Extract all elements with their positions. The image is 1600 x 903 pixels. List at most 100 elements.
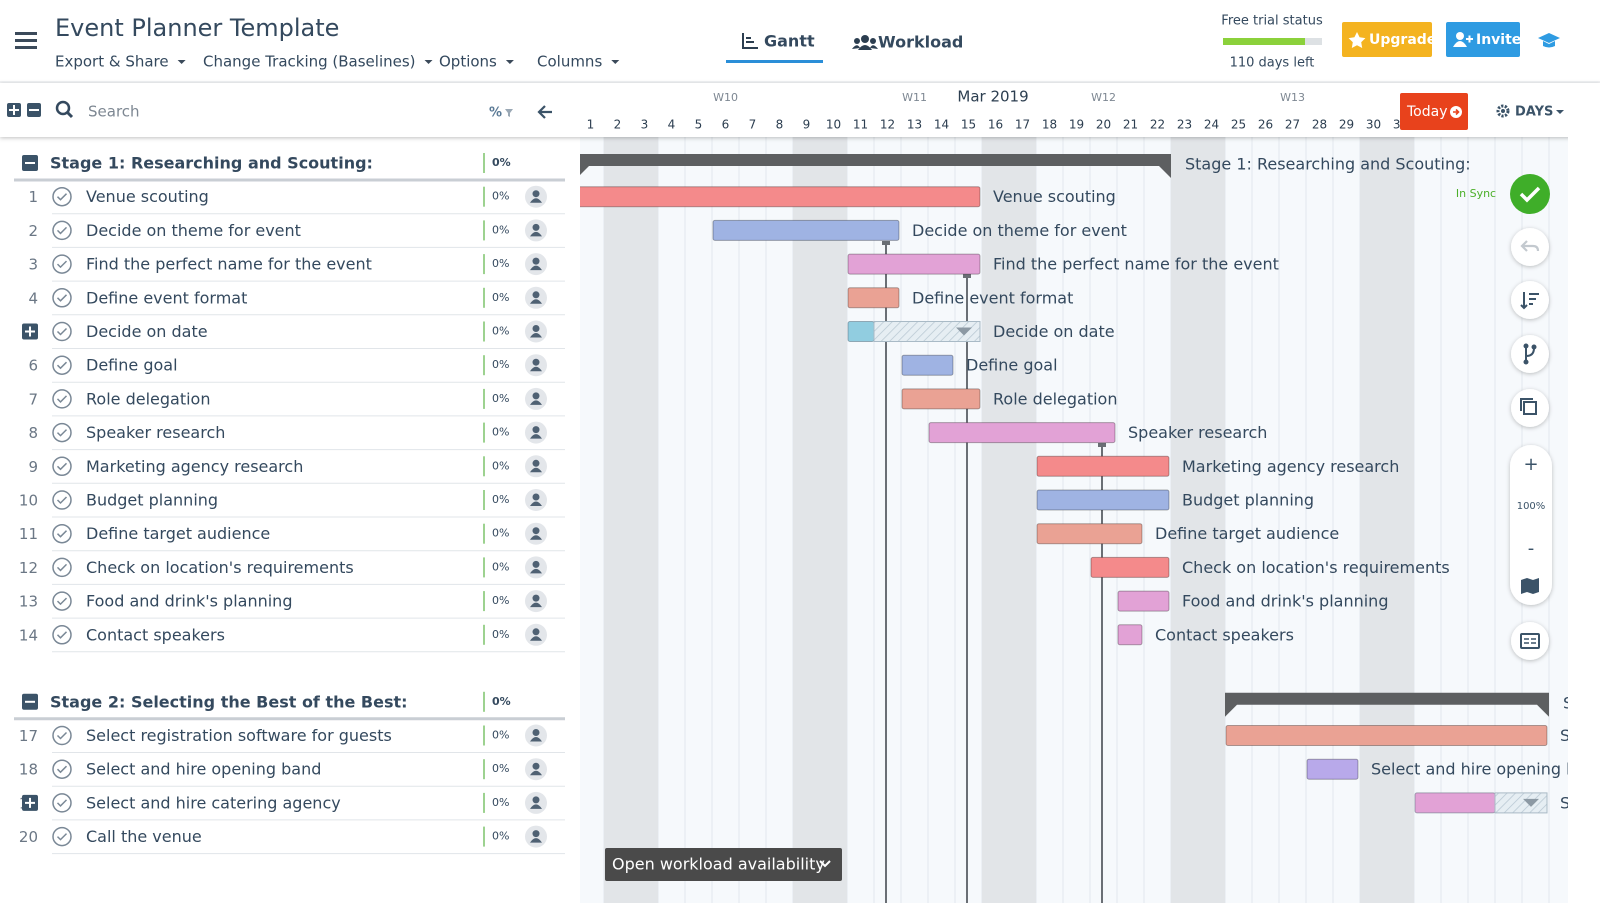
task-name[interactable]: Food and drink's planning bbox=[86, 592, 292, 611]
caret bbox=[424, 60, 433, 64]
toolbar bbox=[0, 83, 1600, 137]
percent-filter[interactable]: % bbox=[489, 106, 502, 121]
assignee-body bbox=[530, 265, 542, 271]
task-name[interactable]: Contact speakers bbox=[86, 625, 225, 644]
complete-toggle[interactable] bbox=[52, 523, 72, 544]
task-name[interactable]: Select and hire catering agency bbox=[86, 793, 341, 812]
day-label: 8 bbox=[776, 118, 784, 132]
menu[interactable]: Export & Share bbox=[55, 53, 169, 71]
task-progress: 0% bbox=[492, 459, 509, 472]
top-bar bbox=[0, 0, 1600, 82]
task-name[interactable]: Define target audience bbox=[86, 524, 270, 543]
day-label: 11 bbox=[853, 118, 868, 132]
copy-button[interactable] bbox=[1511, 389, 1549, 427]
bar-label: Speaker research bbox=[1128, 423, 1267, 442]
complete-toggle[interactable] bbox=[52, 186, 72, 207]
menu[interactable]: Options bbox=[439, 53, 497, 71]
task-name[interactable]: Venue scouting bbox=[86, 187, 209, 206]
task-name[interactable]: Check on location's requirements bbox=[86, 558, 354, 577]
assignee-head bbox=[532, 257, 540, 265]
zoom-level: 100% bbox=[1517, 501, 1546, 512]
task-name[interactable]: Decide on theme for event bbox=[86, 221, 301, 240]
weekend-column bbox=[1198, 137, 1225, 903]
branch-button[interactable] bbox=[1511, 335, 1549, 373]
workload-button[interactable] bbox=[605, 848, 842, 881]
day-label: 28 bbox=[1312, 118, 1327, 132]
task-name[interactable]: Select registration software for guests bbox=[86, 726, 392, 745]
task-name[interactable]: Define goal bbox=[86, 356, 178, 375]
complete-toggle[interactable] bbox=[52, 220, 72, 241]
task-bar bbox=[580, 186, 981, 208]
summary-bar bbox=[580, 154, 1171, 178]
task-name[interactable]: Role delegation bbox=[86, 389, 210, 408]
invite-button[interactable] bbox=[1446, 22, 1520, 57]
task-name[interactable]: Call the venue bbox=[86, 827, 202, 846]
menu[interactable]: Columns bbox=[537, 53, 602, 71]
complete-toggle[interactable] bbox=[52, 557, 72, 578]
complete-toggle[interactable] bbox=[52, 288, 72, 308]
complete-toggle[interactable] bbox=[52, 591, 72, 611]
assignee-head bbox=[532, 762, 540, 770]
assignee-head bbox=[532, 527, 540, 535]
learn-icon[interactable] bbox=[1538, 33, 1560, 48]
complete-toggle[interactable] bbox=[52, 725, 72, 746]
task-progress: 0% bbox=[492, 560, 509, 573]
task-name[interactable]: Decide on date bbox=[86, 322, 208, 341]
upgrade-button[interactable] bbox=[1342, 22, 1432, 57]
complete-toggle[interactable] bbox=[52, 355, 72, 375]
check bbox=[56, 833, 68, 841]
zoom-out[interactable]: - bbox=[1528, 538, 1535, 559]
complete-toggle[interactable] bbox=[52, 422, 72, 443]
notes-button[interactable] bbox=[1511, 622, 1549, 660]
scroll-area bbox=[1568, 137, 1600, 903]
complete-toggle[interactable] bbox=[52, 759, 72, 779]
task-name[interactable]: Speaker research bbox=[86, 423, 225, 442]
today-button[interactable] bbox=[1400, 93, 1468, 130]
map-icon[interactable] bbox=[1521, 578, 1539, 594]
task-name[interactable]: Budget planning bbox=[86, 491, 218, 510]
tab-gantt[interactable]: Gantt bbox=[764, 32, 815, 51]
task-bar bbox=[901, 388, 981, 410]
complete-toggle[interactable] bbox=[52, 826, 72, 847]
day-label: 5 bbox=[695, 118, 703, 132]
assignee-head bbox=[532, 594, 540, 602]
search-input[interactable]: Search bbox=[88, 103, 140, 121]
task-progress: 0% bbox=[492, 830, 509, 843]
complete-toggle[interactable] bbox=[52, 490, 72, 510]
assignee-body bbox=[530, 333, 542, 338]
scale-select[interactable]: DAYS bbox=[1515, 105, 1553, 120]
bar-label: Check on location's requirements bbox=[1182, 558, 1450, 577]
day-label: 10 bbox=[826, 118, 841, 132]
complete-toggle[interactable] bbox=[52, 793, 72, 813]
menu-icon[interactable] bbox=[15, 32, 37, 49]
assignee-body bbox=[530, 400, 542, 405]
scale-bg bbox=[1480, 85, 1600, 135]
menu[interactable]: Change Tracking (Baselines) bbox=[203, 53, 416, 71]
tab-workload[interactable]: Workload bbox=[878, 33, 963, 52]
expand-collapse[interactable] bbox=[7, 103, 41, 117]
task-name[interactable]: Find the perfect name for the event bbox=[86, 255, 372, 274]
assignee-body bbox=[530, 299, 542, 304]
day-label: 30 bbox=[1366, 118, 1381, 132]
task-name[interactable]: Marketing agency research bbox=[86, 457, 303, 476]
trial-label: Free trial status bbox=[1221, 14, 1323, 29]
task-id: 14 bbox=[19, 626, 38, 644]
task-caret bbox=[1523, 798, 1539, 807]
collapse-arrow[interactable] bbox=[537, 105, 552, 119]
complete-toggle[interactable] bbox=[52, 389, 72, 409]
zoom-in[interactable]: + bbox=[1523, 454, 1538, 475]
task-name[interactable]: Select and hire opening band bbox=[86, 760, 321, 779]
summary-label: Stage 1: Researching and Scouting: bbox=[1185, 155, 1471, 174]
summary-bar bbox=[1225, 692, 1549, 717]
sync-button[interactable] bbox=[1510, 174, 1550, 214]
timeline: 1 2 3 4 5 6 7 8 9 10 11 12 13 14 15 16 17 18 19 20 21 22 23 24 2… bbox=[587, 88, 1408, 132]
dependency-cap bbox=[882, 241, 890, 245]
complete-toggle[interactable] bbox=[52, 625, 72, 645]
day-label: 21 bbox=[1123, 118, 1138, 132]
complete-toggle[interactable] bbox=[52, 456, 72, 477]
day-label: 20 bbox=[1096, 118, 1111, 132]
complete-toggle[interactable] bbox=[52, 254, 72, 274]
task-name[interactable]: Define event format bbox=[86, 288, 247, 307]
complete-toggle[interactable] bbox=[52, 321, 72, 342]
today-label: Today bbox=[1406, 104, 1448, 120]
